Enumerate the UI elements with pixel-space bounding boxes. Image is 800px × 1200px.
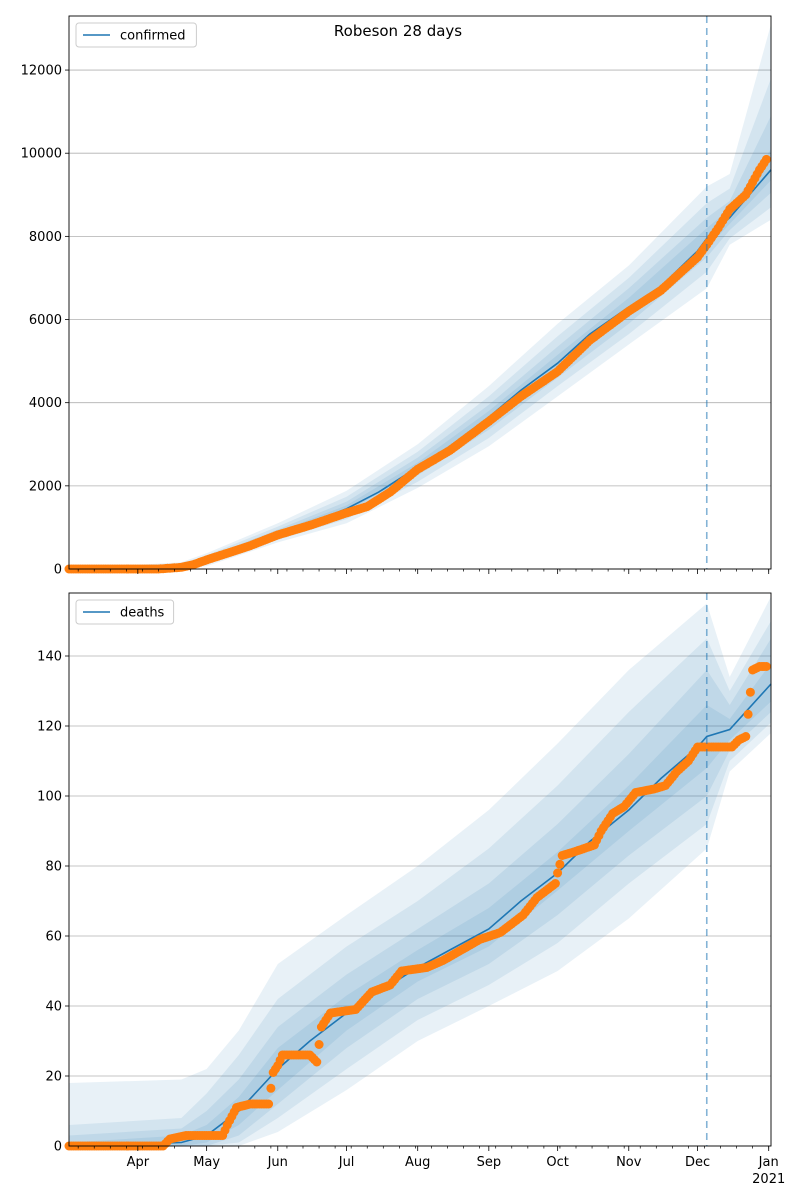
confidence-band xyxy=(69,24,771,570)
confidence-band xyxy=(69,115,771,570)
y-tick-label: 60 xyxy=(45,930,62,945)
observed-point xyxy=(743,709,753,719)
x-tick-label: Jul xyxy=(338,1155,355,1170)
y-tick-label: 4000 xyxy=(29,396,62,411)
deaths-panel: 0 20 40 60 80 100 120 140 deaths xyxy=(37,592,772,1155)
x-tick-label: May xyxy=(193,1155,220,1170)
y-tick-label: 6000 xyxy=(29,313,62,328)
plot-frame xyxy=(68,592,772,1147)
observed-point xyxy=(761,662,771,671)
y-tick-label: 80 xyxy=(45,860,62,875)
confidence-band xyxy=(69,149,771,569)
y-tick-label: 0 xyxy=(54,1140,62,1155)
chart-title: Robeson 28 days xyxy=(334,22,462,40)
plot-frame xyxy=(68,15,772,570)
legend-label: deaths xyxy=(120,606,165,621)
observed-point xyxy=(264,1099,274,1109)
x-tick-label: Nov xyxy=(616,1155,642,1170)
observed-point xyxy=(312,1057,322,1067)
observed-point xyxy=(314,1040,324,1049)
y-tick-label: 12000 xyxy=(21,64,62,79)
x-tick-label: Aug xyxy=(405,1155,430,1170)
legend-box xyxy=(75,599,175,625)
confirmed-panel: 0 2000 4000 6000 8000 10000 12000 confirmed xyxy=(21,15,772,578)
observed-point xyxy=(745,687,755,697)
y-tick-label: 100 xyxy=(37,790,62,805)
observed-point xyxy=(761,154,771,164)
y-tick-label: 140 xyxy=(37,650,62,665)
x-tick-label: Jun xyxy=(267,1155,288,1170)
x-tick-label: Oct xyxy=(546,1155,568,1170)
x-year-label: 2021 xyxy=(752,1172,785,1187)
observed-point xyxy=(266,1083,276,1093)
y-tick-label: 40 xyxy=(45,1000,62,1015)
confidence-band xyxy=(69,78,771,570)
observed-point xyxy=(555,859,565,869)
legend-label: confirmed xyxy=(120,29,186,44)
confidence-band xyxy=(69,596,771,1146)
y-tick-label: 8000 xyxy=(29,230,62,245)
observed-point xyxy=(553,868,563,878)
y-tick-label: 10000 xyxy=(21,147,62,162)
x-tick-label: Jan xyxy=(758,1155,779,1170)
legend-box xyxy=(75,22,197,48)
x-axis-labels: Apr May Jun Jul Aug Sep Oct Nov Dec Jan 2021 xyxy=(127,1155,786,1187)
y-tick-label: 20 xyxy=(45,1070,62,1085)
x-tick-label: Dec xyxy=(685,1155,710,1170)
x-tick-label: Apr xyxy=(127,1155,150,1170)
y-tick-label: 0 xyxy=(54,563,62,578)
confidence-band xyxy=(69,621,771,1146)
y-tick-label: 2000 xyxy=(29,479,62,494)
observed-point xyxy=(741,732,751,741)
confidence-band xyxy=(69,638,771,1146)
x-tick-label: Sep xyxy=(477,1155,502,1170)
confidence-band xyxy=(69,663,771,1146)
observed-point xyxy=(550,879,560,888)
y-tick-label: 120 xyxy=(37,720,62,735)
